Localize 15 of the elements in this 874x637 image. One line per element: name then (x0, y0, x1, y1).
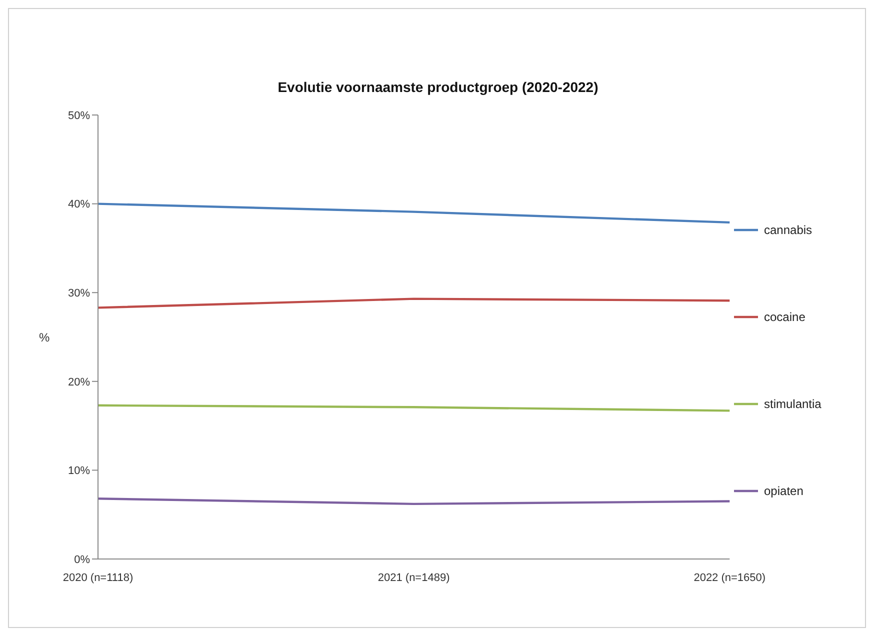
y-tick-label: 30% (68, 288, 90, 300)
legend-label: cannabis (764, 222, 812, 238)
y-tick-label: 0% (74, 554, 90, 566)
y-tick-label: 20% (68, 376, 90, 388)
x-tick-label: 2021 (n=1489) (378, 572, 450, 584)
legend-label: opiaten (764, 483, 804, 499)
legend-label: stimulantia (764, 396, 822, 412)
y-tick-label: 40% (68, 198, 90, 211)
legend-label: cocaine (764, 309, 806, 325)
chart-title: Evolutie voornaamste productgroep (2020-2022) (276, 79, 600, 95)
y-tick-label: 50% (68, 110, 90, 122)
y-axis-title: % (39, 330, 50, 344)
x-tick-label: 2022 (n=1650) (694, 572, 766, 584)
x-tick-label: 2020 (n=1118) (62, 572, 134, 584)
y-tick-label: 10% (68, 465, 90, 478)
